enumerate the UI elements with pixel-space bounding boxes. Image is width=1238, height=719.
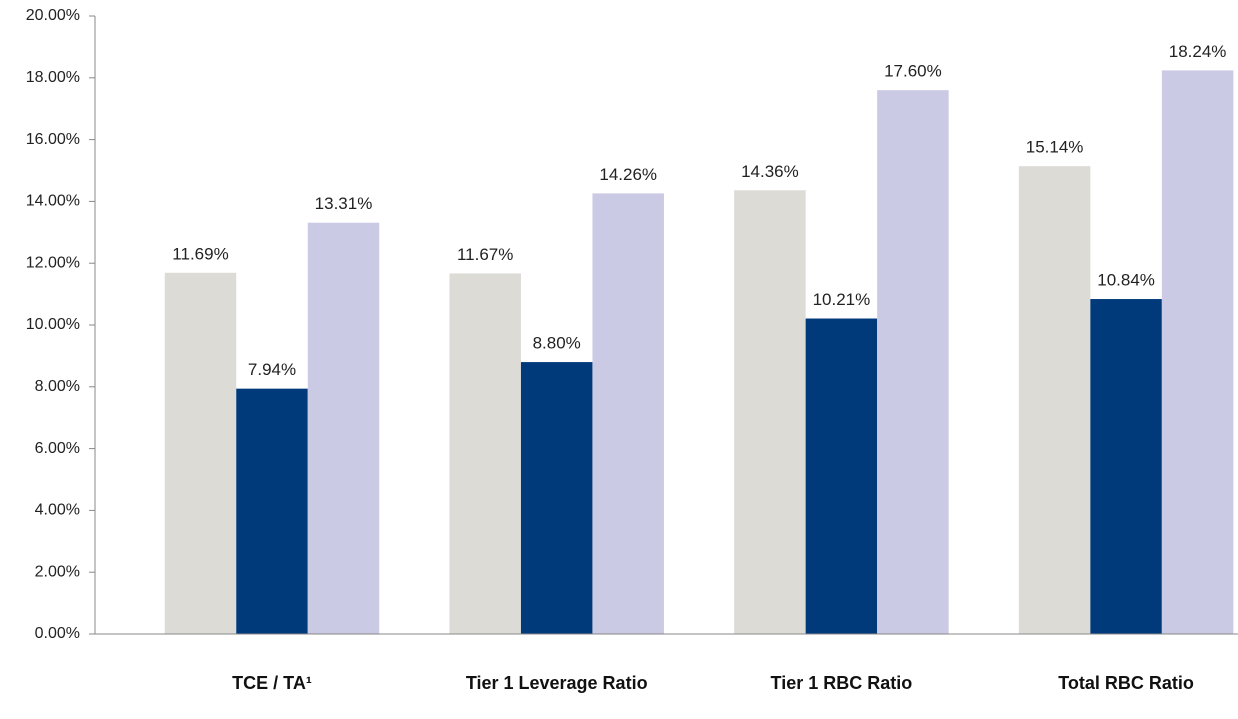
bar bbox=[236, 388, 308, 634]
y-tick-label: 10.00% bbox=[26, 316, 80, 333]
data-label: 18.24% bbox=[1169, 42, 1227, 61]
data-label: 14.36% bbox=[741, 162, 799, 181]
bar bbox=[592, 193, 664, 634]
x-tick-label: Total RBC Ratio bbox=[1058, 673, 1194, 693]
x-tick-label: Tier 1 RBC Ratio bbox=[770, 673, 913, 693]
y-tick-label: 6.00% bbox=[35, 440, 80, 457]
data-label: 17.60% bbox=[884, 62, 942, 81]
x-tick-label: Tier 1 Leverage Ratio bbox=[465, 673, 648, 693]
bar bbox=[307, 222, 380, 634]
y-tick-label: 12.00% bbox=[26, 254, 80, 271]
data-label: 8.80% bbox=[533, 334, 581, 353]
bar bbox=[805, 318, 878, 634]
y-tick-label: 4.00% bbox=[35, 502, 80, 519]
x-tick-label: TCE / TA¹ bbox=[232, 673, 312, 693]
y-tick-label: 8.00% bbox=[35, 378, 80, 395]
data-label: 15.14% bbox=[1026, 138, 1084, 157]
bar bbox=[1161, 70, 1234, 634]
data-label: 11.67% bbox=[457, 245, 513, 264]
y-tick-label: 16.00% bbox=[26, 131, 80, 148]
data-label: 10.21% bbox=[813, 290, 871, 309]
bar bbox=[734, 190, 806, 634]
bar bbox=[164, 272, 237, 634]
data-label: 11.69% bbox=[172, 244, 228, 263]
data-label: 7.94% bbox=[248, 360, 296, 379]
bar bbox=[449, 273, 521, 634]
data-label: 13.31% bbox=[315, 194, 373, 213]
bar bbox=[877, 90, 949, 634]
y-tick-label: 18.00% bbox=[26, 69, 80, 86]
bar bbox=[1090, 299, 1162, 634]
y-tick-label: 20.00% bbox=[26, 7, 80, 24]
y-tick-label: 14.00% bbox=[26, 193, 80, 210]
bar bbox=[520, 362, 593, 634]
bar bbox=[1018, 166, 1091, 634]
data-label: 10.84% bbox=[1097, 271, 1155, 290]
data-label: 14.26% bbox=[599, 165, 657, 184]
y-tick-label: 0.00% bbox=[35, 625, 80, 642]
y-tick-label: 2.00% bbox=[35, 563, 80, 580]
